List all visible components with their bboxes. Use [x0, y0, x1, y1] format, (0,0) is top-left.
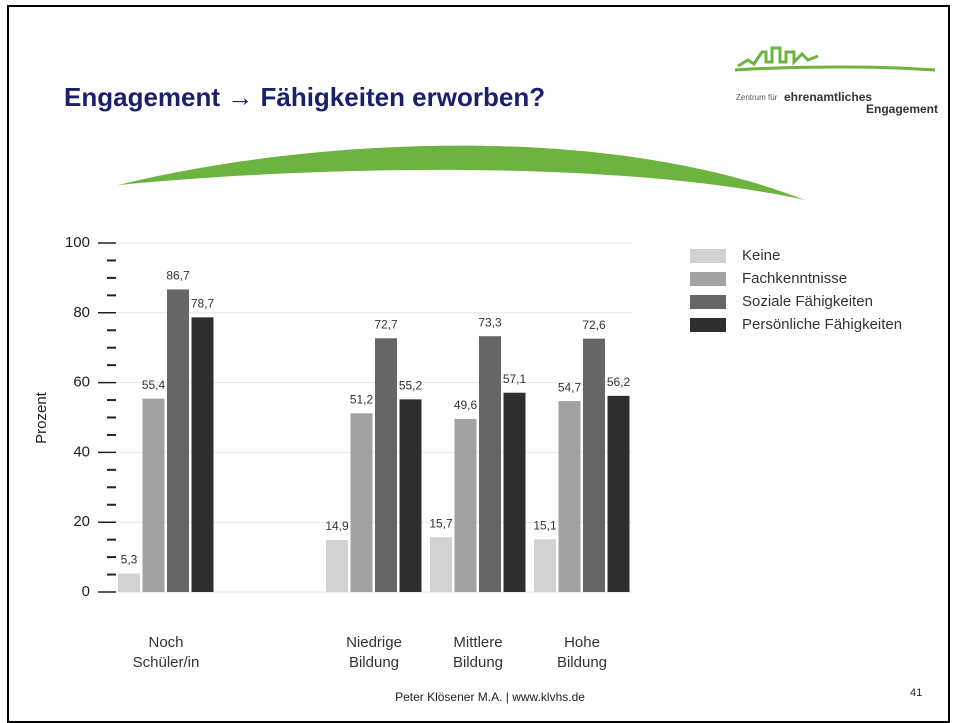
value-label: 15,7 [429, 516, 453, 530]
value-label: 49,6 [454, 398, 478, 412]
value-label: 51,2 [350, 392, 374, 406]
logo-second: Engagement [866, 102, 938, 116]
y-axis-label: Prozent [33, 391, 50, 444]
x-tick-label: Noch Schüler/in [121, 633, 211, 673]
legend-swatch [690, 318, 726, 332]
bar [559, 401, 581, 592]
value-label: 86,7 [166, 269, 190, 283]
value-label: 72,6 [582, 318, 606, 332]
bar [375, 338, 397, 592]
value-label: 73,3 [478, 315, 502, 329]
y-tick-label: 40 [73, 443, 90, 460]
bar [326, 540, 348, 592]
legend-label: Soziale Fähigkeiten [742, 293, 873, 310]
x-tick-label: Niedrige Bildung [329, 633, 419, 673]
bar [351, 413, 373, 592]
bar [118, 574, 140, 592]
value-label: 15,1 [533, 518, 557, 532]
bar [192, 317, 214, 592]
footer: Peter Klösener M.A. | www.klvhs.de [395, 690, 585, 704]
bar [534, 539, 556, 592]
legend-label: Keine [742, 247, 780, 264]
value-label: 54,7 [558, 380, 582, 394]
bar [167, 289, 189, 592]
value-label: 14,9 [325, 519, 349, 533]
swoosh [118, 146, 805, 200]
bar [430, 537, 452, 592]
value-label: 72,7 [374, 317, 398, 331]
y-tick-label: 100 [65, 234, 90, 251]
x-tick-label: Hohe Bildung [537, 633, 627, 673]
legend-label: Fachkenntnisse [742, 270, 847, 287]
logo-drawing [735, 48, 935, 70]
y-tick-label: 20 [73, 513, 90, 530]
value-label: 56,2 [607, 375, 631, 389]
value-label: 57,1 [503, 372, 527, 386]
page-number: 41 [910, 687, 922, 699]
legend-swatch [690, 272, 726, 286]
legend-label: Persönliche Fähigkeiten [742, 316, 902, 333]
legend-swatch [690, 249, 726, 263]
bar [504, 393, 526, 592]
page: Engagement → Fähigkeiten erworben? Zentr… [0, 0, 955, 723]
bar [455, 419, 477, 592]
logo-main: ehrenamtliches [784, 90, 872, 104]
value-label: 55,4 [142, 378, 166, 392]
bar [479, 336, 501, 592]
y-tick-label: 80 [73, 304, 90, 321]
logo-prefix: Zentrum für [736, 93, 778, 102]
value-label: 78,7 [191, 297, 215, 311]
legend-swatch [690, 295, 726, 309]
y-tick-label: 60 [73, 374, 90, 391]
bar [608, 396, 630, 592]
value-label: 5,3 [121, 553, 138, 567]
slide: Engagement → Fähigkeiten erworben? Zentr… [0, 0, 955, 723]
slide-border [8, 6, 949, 722]
y-tick-label: 0 [82, 583, 90, 600]
slide-title: Engagement → Fähigkeiten erworben? [64, 82, 545, 112]
bar [583, 339, 605, 592]
bar [400, 399, 422, 592]
x-tick-label: Mittlere Bildung [433, 633, 523, 673]
value-label: 55,2 [399, 379, 423, 393]
bar [143, 399, 165, 592]
